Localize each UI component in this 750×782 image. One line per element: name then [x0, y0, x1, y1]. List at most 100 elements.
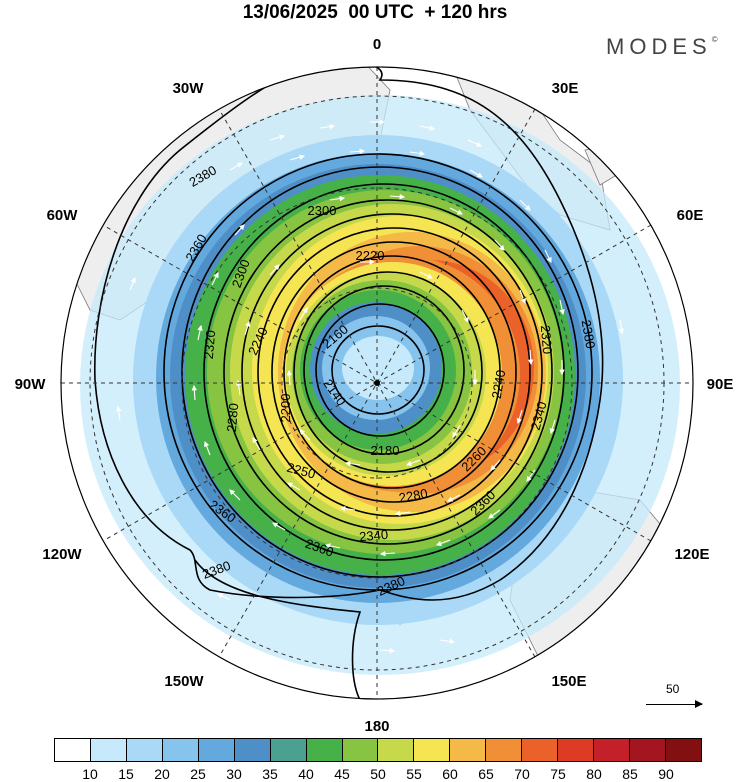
wind-vector	[234, 224, 245, 236]
contour-label: 2180	[371, 443, 400, 458]
lon-label-120e: 120E	[674, 546, 709, 563]
contour-outer-2380	[93, 67, 604, 601]
contour-label: 2320	[538, 325, 555, 355]
wind-vector	[269, 264, 280, 276]
contour-label: 2340	[359, 527, 389, 544]
wind-vector	[289, 154, 306, 161]
wind-vector	[519, 199, 531, 211]
wind-vector	[549, 419, 556, 435]
colorbar-swatch	[234, 739, 271, 761]
brand-logo: MODES©	[606, 34, 718, 60]
wind-vector	[319, 123, 336, 130]
wind-vector	[299, 307, 308, 321]
colorbar-tick-label: 80	[586, 766, 602, 782]
wind-vector	[469, 169, 483, 178]
contour-label: 2280	[398, 486, 429, 506]
wind-vector	[339, 505, 356, 512]
wind-vector	[394, 510, 411, 517]
lon-label-0: 0	[373, 36, 381, 53]
contour-ring	[293, 271, 483, 473]
wind-vector	[324, 543, 341, 549]
wind-vector	[217, 593, 231, 601]
wind-vectors	[115, 119, 625, 665]
wind-vector	[499, 659, 516, 665]
colorbar-tick-label: 60	[442, 766, 458, 782]
vector-scale: 50	[644, 682, 706, 712]
wind-vector	[490, 459, 501, 471]
colorbar-swatch	[414, 739, 451, 761]
contour-label: 2300	[308, 203, 337, 218]
contour-ring	[241, 213, 543, 531]
lon-label-30w: 30W	[173, 80, 205, 97]
wind-band-core	[342, 336, 414, 400]
lon-label-60w: 60W	[47, 207, 79, 224]
wind-vector	[129, 276, 136, 291]
map-disc	[61, 67, 693, 699]
wind-vector	[229, 162, 243, 171]
latitude-circle	[181, 187, 573, 579]
contour-label: 2340	[528, 400, 550, 432]
contour-ring	[331, 325, 425, 415]
lon-label-150e: 150E	[551, 673, 586, 690]
wind-vector	[252, 437, 261, 451]
colorbar-swatch	[126, 739, 163, 761]
meridian-30e-150w	[218, 108, 536, 658]
colorbar-swatch	[522, 739, 559, 761]
contour-ring	[257, 227, 531, 517]
longitude-labels: 0 30E 60E 90E 120E 150E 180 150W 120W 90…	[15, 36, 734, 735]
colorbar-tick-label: 70	[514, 766, 530, 782]
colorbar-tick-label: 55	[406, 766, 422, 782]
colorbar-tick-label: 45	[334, 766, 350, 782]
colorbar-swatch	[306, 739, 343, 761]
wind-vector	[191, 384, 198, 401]
meridian-60e-120w	[102, 224, 652, 542]
wind-vector	[287, 482, 301, 491]
polar-map: 0 30E 60E 90E 120E 150E 180 150W 120W 90…	[15, 36, 734, 735]
wind-vector	[449, 207, 463, 215]
contour-label: 2200	[278, 394, 293, 423]
colorbar-swatch	[665, 739, 701, 761]
meridian-120e-60w	[102, 224, 652, 542]
wind-vector	[244, 320, 251, 336]
colorbar-tick-label: 20	[154, 766, 170, 782]
colorbar-tick-label: 40	[298, 766, 314, 782]
colorbar-swatch	[270, 739, 307, 761]
lon-label-120w: 120W	[42, 546, 82, 563]
colorbar-swatch	[594, 739, 630, 761]
wind-vector	[439, 638, 456, 645]
colorbar-swatch	[90, 739, 127, 761]
colorbar-tick-label: 25	[190, 766, 206, 782]
colorbar	[54, 738, 702, 762]
wind-vector	[526, 469, 536, 482]
contour-ring	[283, 255, 501, 489]
colorbar-swatch	[558, 739, 595, 761]
brand-name: MODES	[606, 34, 712, 59]
colorbar-swatch	[450, 739, 487, 761]
colorbar-tick-label: 50	[370, 766, 386, 782]
wind-vector	[272, 522, 286, 531]
wind-vector	[229, 489, 241, 501]
lon-label-90w: 90W	[15, 376, 47, 393]
contour-label: 2220	[356, 248, 385, 263]
colorbar-swatch	[630, 739, 666, 761]
wind-vector	[329, 195, 346, 202]
brand-copyright-mark: ©	[711, 35, 718, 44]
contour-label: 2380	[579, 319, 599, 350]
wind-vector	[389, 193, 406, 200]
wind-vector	[527, 349, 534, 366]
wind-vector	[204, 440, 211, 456]
wind-vector	[461, 309, 469, 323]
contour-sw-loop	[194, 559, 362, 699]
wind-vector	[447, 494, 461, 502]
wind-vector	[516, 409, 523, 425]
contour-ring	[223, 199, 553, 545]
lon-label-30e: 30E	[552, 80, 579, 97]
wind-vector	[452, 424, 461, 438]
wind-vector	[419, 271, 433, 279]
contour-labels: 2380 2360 2300 2220 2300 2320 2240 2160 …	[182, 162, 598, 598]
wind-vector	[286, 369, 293, 386]
map-title: 13/06/2025 00 UTC + 120 hrs	[242, 2, 508, 23]
wind-vector	[435, 539, 451, 546]
colorbar-swatch	[198, 739, 235, 761]
colorbar-swatch	[342, 739, 379, 761]
